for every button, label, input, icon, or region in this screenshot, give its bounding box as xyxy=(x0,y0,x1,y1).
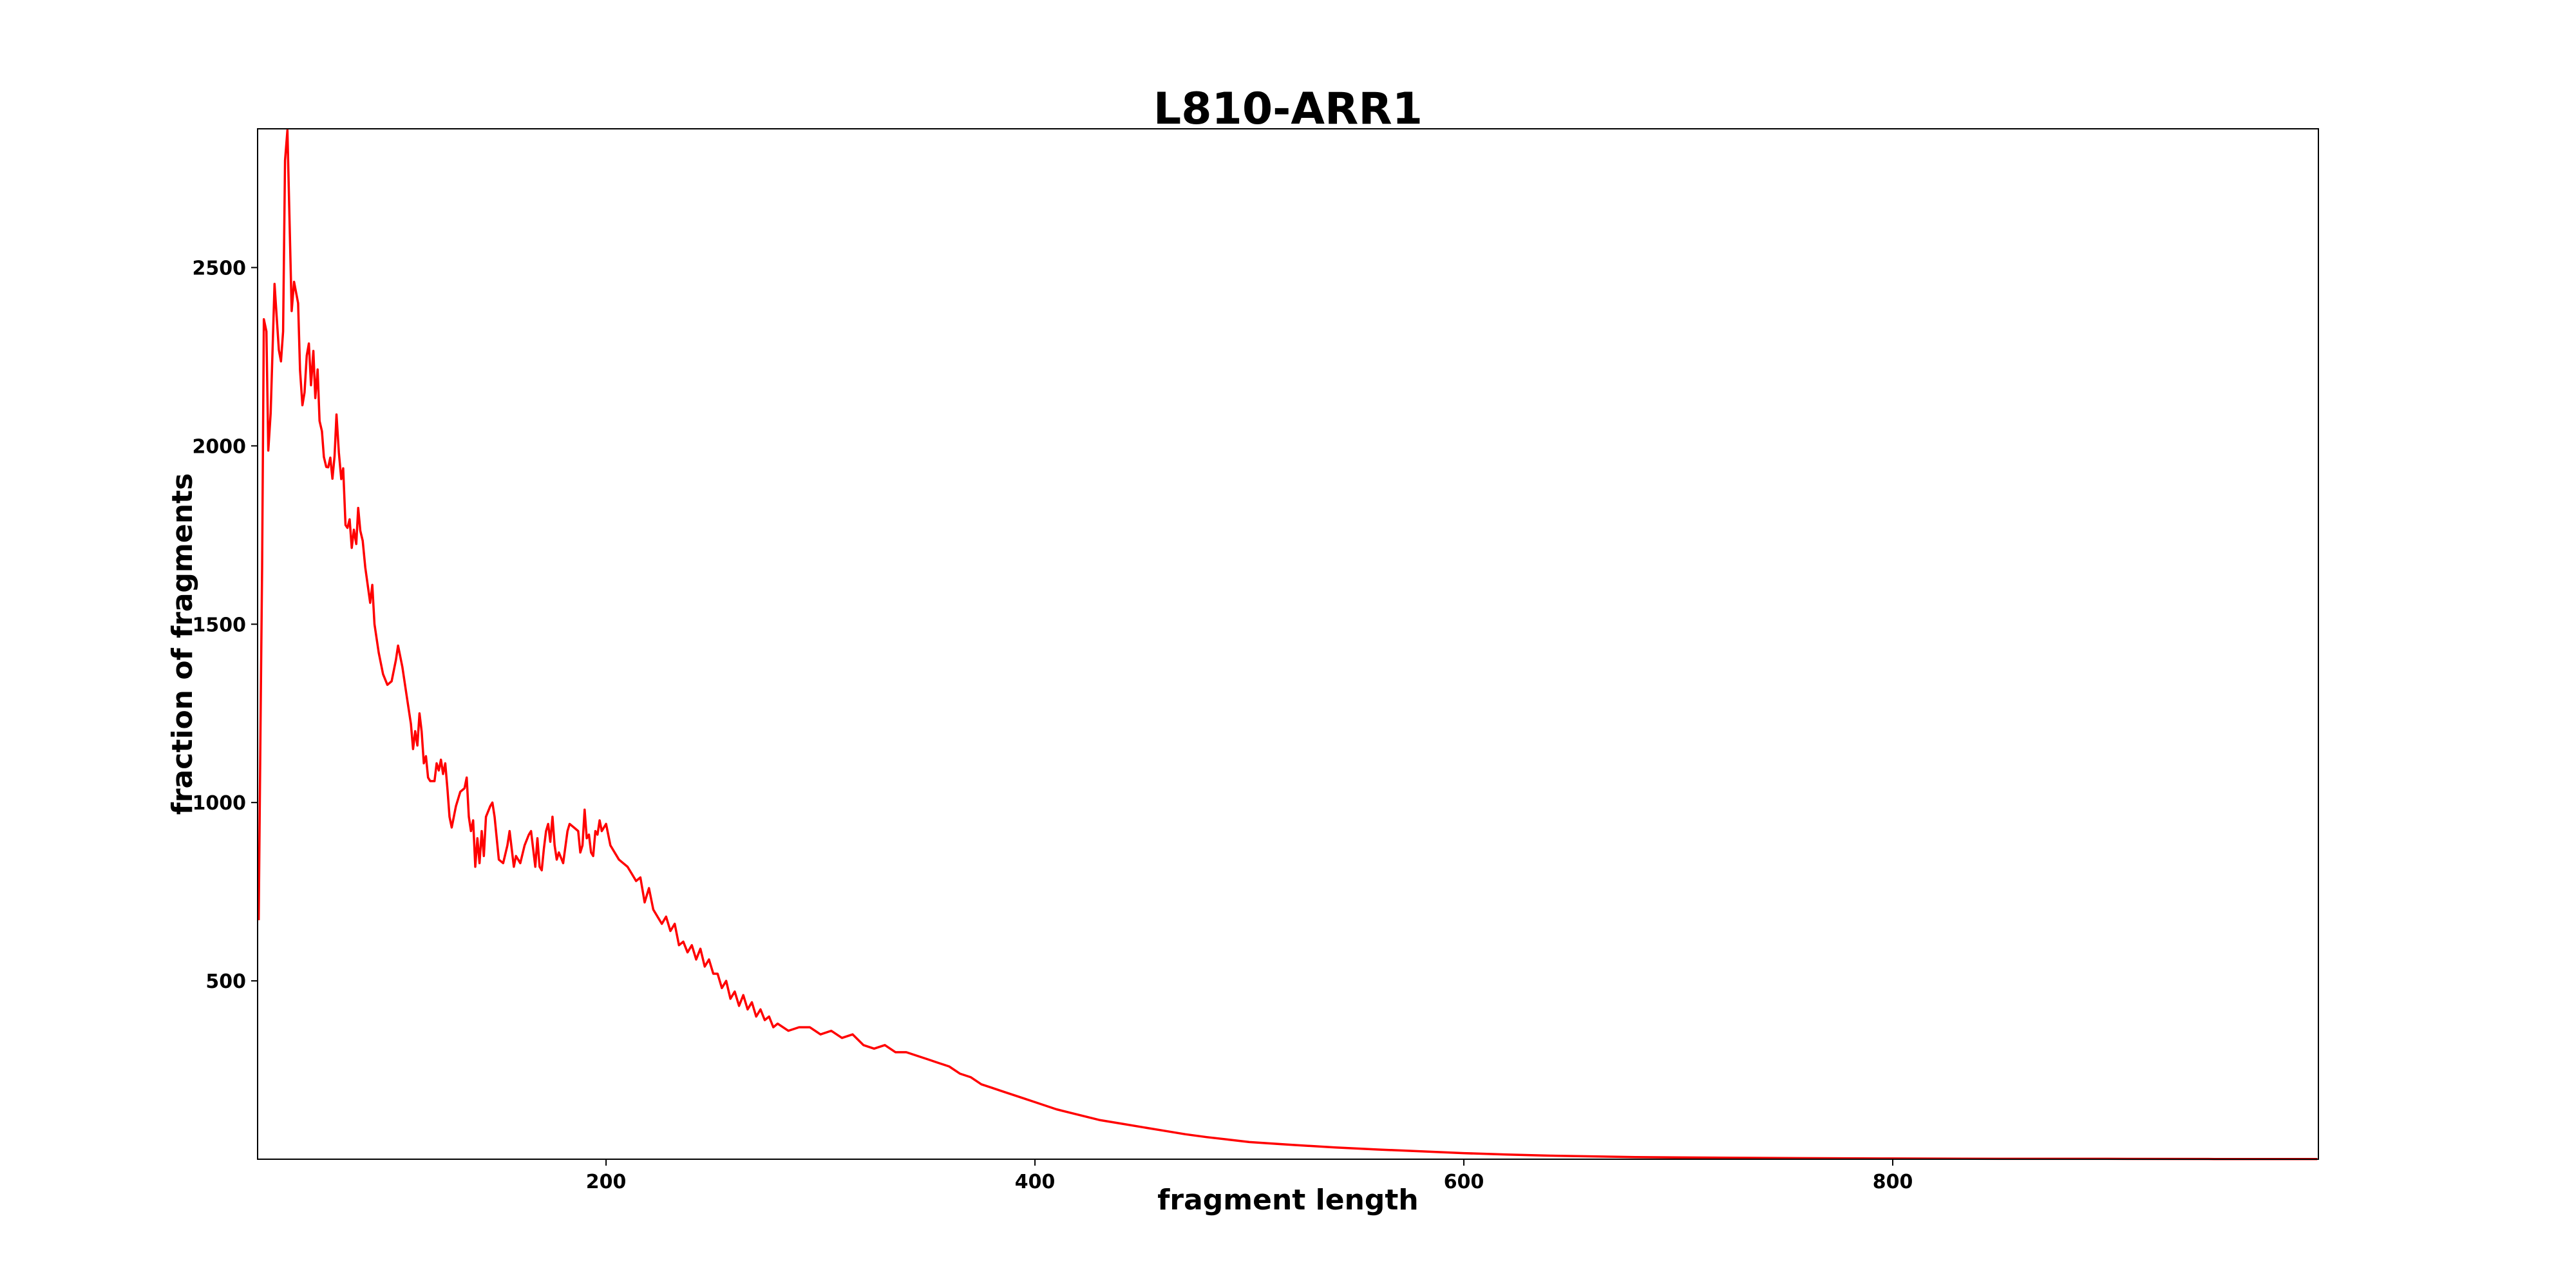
y-axis: 500 1000 1500 2000 2500 xyxy=(193,257,258,993)
chart-title: L810-ARR1 xyxy=(1153,84,1423,135)
series-line xyxy=(257,129,2318,1160)
x-tick-label: 400 xyxy=(1015,1171,1056,1193)
axes-frame xyxy=(257,128,2319,1160)
x-axis: 200 400 600 800 xyxy=(586,1159,1913,1193)
x-tick-label: 800 xyxy=(1873,1171,1913,1193)
y-tick-label: 500 xyxy=(205,971,246,993)
y-tick-label: 1000 xyxy=(193,792,247,815)
x-axis-label: fragment length xyxy=(1157,1184,1419,1217)
x-tick-label: 200 xyxy=(586,1171,627,1193)
plot-area xyxy=(257,129,2318,1160)
y-tick-label: 2000 xyxy=(193,435,247,458)
x-tick-label: 600 xyxy=(1444,1171,1484,1193)
y-tick-label: 1500 xyxy=(193,614,247,636)
y-axis-label: fraction of fragments xyxy=(166,473,199,815)
y-tick-label: 2500 xyxy=(193,257,247,279)
